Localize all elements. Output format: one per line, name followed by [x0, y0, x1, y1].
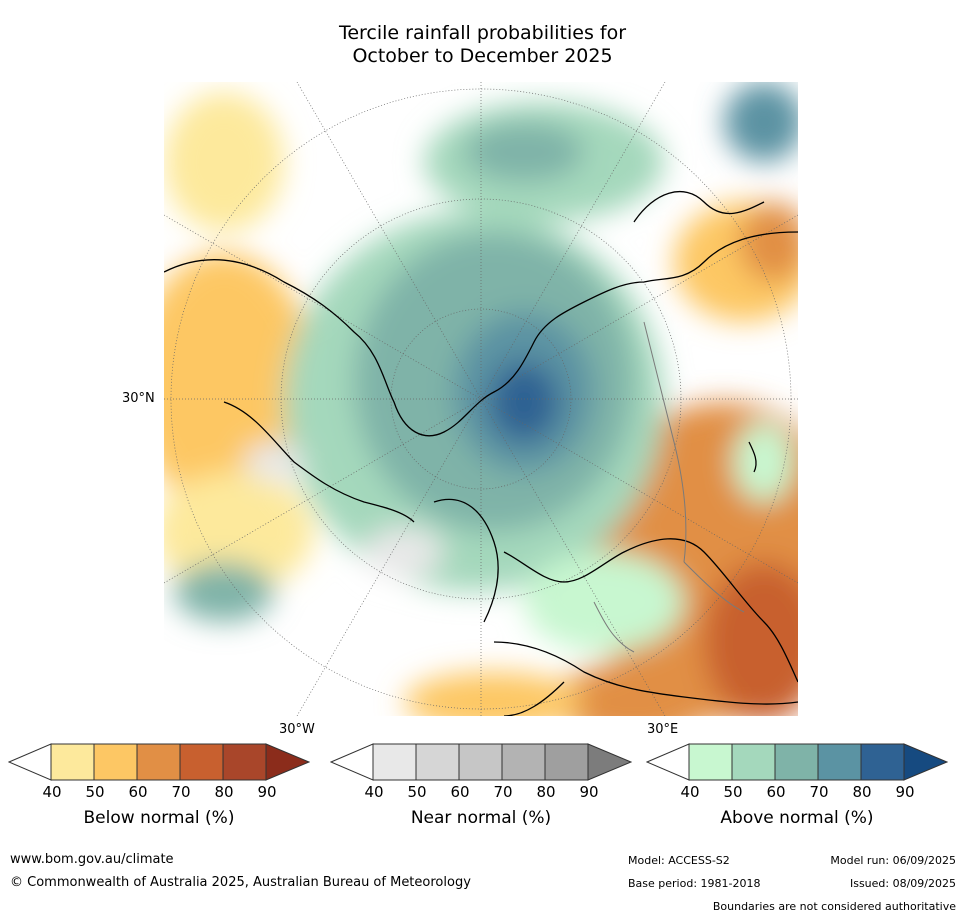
colorbar-over-arrow: [903, 743, 949, 781]
latitude-label-30n: 30°N: [122, 391, 155, 406]
colorbar-over-arrow: [587, 743, 633, 781]
longitude-label-30w: 30°W: [279, 722, 315, 737]
colorbar-above-svg: [645, 743, 949, 781]
above-tick-70: 70: [809, 783, 829, 801]
above-tick-50: 50: [723, 783, 743, 801]
colorbar-swatch-5: [544, 743, 589, 781]
colorbar-below-normal: [7, 743, 311, 783]
above-tick-40: 40: [680, 783, 700, 801]
colorbar-swatch-3: [458, 743, 503, 781]
colorbar-swatch-2: [415, 743, 460, 781]
above-tick-60: 60: [766, 783, 786, 801]
colorbar-swatch-2: [93, 743, 138, 781]
colorbar-swatch-1: [372, 743, 417, 781]
below-tick-50: 50: [85, 783, 105, 801]
near-tick-80: 80: [536, 783, 556, 801]
issued-date: Issued: 08/09/2025: [849, 877, 956, 890]
near-tick-40: 40: [364, 783, 384, 801]
title-line-2: October to December 2025: [352, 45, 613, 67]
base-period: Base period: 1981-2018: [628, 877, 761, 890]
colorbar-swatch-3: [136, 743, 181, 781]
colorbar-swatch-2: [731, 743, 776, 781]
probability-field: [164, 82, 798, 716]
coastlines: [164, 191, 798, 716]
longitude-label-30e: 30°E: [647, 722, 679, 737]
colorbar-swatch-4: [179, 743, 224, 781]
copyright-text: © Commonwealth of Australia 2025, Austra…: [10, 875, 471, 890]
country-borders: [593, 321, 745, 653]
near-tick-90: 90: [579, 783, 599, 801]
colorbar-under-arrow: [7, 743, 52, 781]
colorbar-near-svg: [329, 743, 633, 781]
graticule: [164, 82, 798, 716]
near-tick-60: 60: [450, 783, 470, 801]
colorbar-above-normal: [645, 743, 949, 783]
colorbar-swatch-1: [50, 743, 95, 781]
colorbar-under-arrow: [645, 743, 690, 781]
map-title: Tercile rainfall probabilities for Octob…: [0, 22, 965, 68]
colorbar-above-title: Above normal (%): [720, 808, 874, 828]
below-tick-90: 90: [257, 783, 277, 801]
colorbar-swatch-3: [774, 743, 819, 781]
boundaries-disclaimer: Boundaries are not considered authoritat…: [712, 900, 956, 913]
model-run-date: Model run: 06/09/2025: [830, 854, 956, 867]
colorbar-swatch-5: [222, 743, 267, 781]
below-tick-40: 40: [42, 783, 62, 801]
colorbar-swatch-5: [860, 743, 905, 781]
colorbar-below-title: Below normal (%): [83, 808, 235, 828]
title-line-1: Tercile rainfall probabilities for: [338, 22, 627, 44]
website-link[interactable]: www.bom.gov.au/climate: [10, 852, 174, 867]
colorbar-below-svg: [7, 743, 311, 781]
polar-probability-map: [164, 82, 798, 716]
colorbar-swatch-4: [501, 743, 546, 781]
colorbar-over-arrow: [265, 743, 311, 781]
map-canvas: [164, 82, 798, 716]
below-tick-60: 60: [128, 783, 148, 801]
colorbar-swatch-4: [817, 743, 862, 781]
colorbar-swatch-1: [688, 743, 733, 781]
near-tick-70: 70: [493, 783, 513, 801]
near-tick-50: 50: [407, 783, 427, 801]
colorbar-under-arrow: [329, 743, 374, 781]
colorbar-near-title: Near normal (%): [410, 808, 552, 828]
colorbar-near-normal: [329, 743, 633, 783]
above-tick-80: 80: [852, 783, 872, 801]
model-name: Model: ACCESS-S2: [628, 854, 730, 867]
below-tick-80: 80: [214, 783, 234, 801]
below-tick-70: 70: [171, 783, 191, 801]
above-tick-90: 90: [895, 783, 915, 801]
